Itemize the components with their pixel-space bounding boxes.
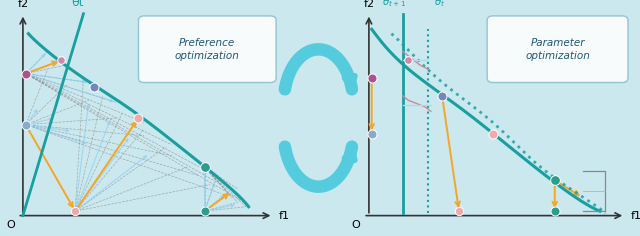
Text: O: O [352, 220, 360, 230]
Text: θt: θt [72, 0, 84, 9]
Text: f2: f2 [17, 0, 28, 9]
Text: $\theta_{t}$: $\theta_{t}$ [434, 0, 445, 9]
Text: Parameter
optimization: Parameter optimization [525, 38, 590, 61]
Text: Preference
optimization: Preference optimization [175, 38, 240, 61]
Text: f1: f1 [631, 211, 640, 221]
Text: f2: f2 [364, 0, 374, 9]
FancyBboxPatch shape [487, 16, 628, 83]
Text: $\theta_{t+1}$: $\theta_{t+1}$ [382, 0, 406, 9]
FancyBboxPatch shape [138, 16, 276, 83]
Text: O: O [6, 220, 15, 230]
Text: f1: f1 [279, 211, 290, 221]
